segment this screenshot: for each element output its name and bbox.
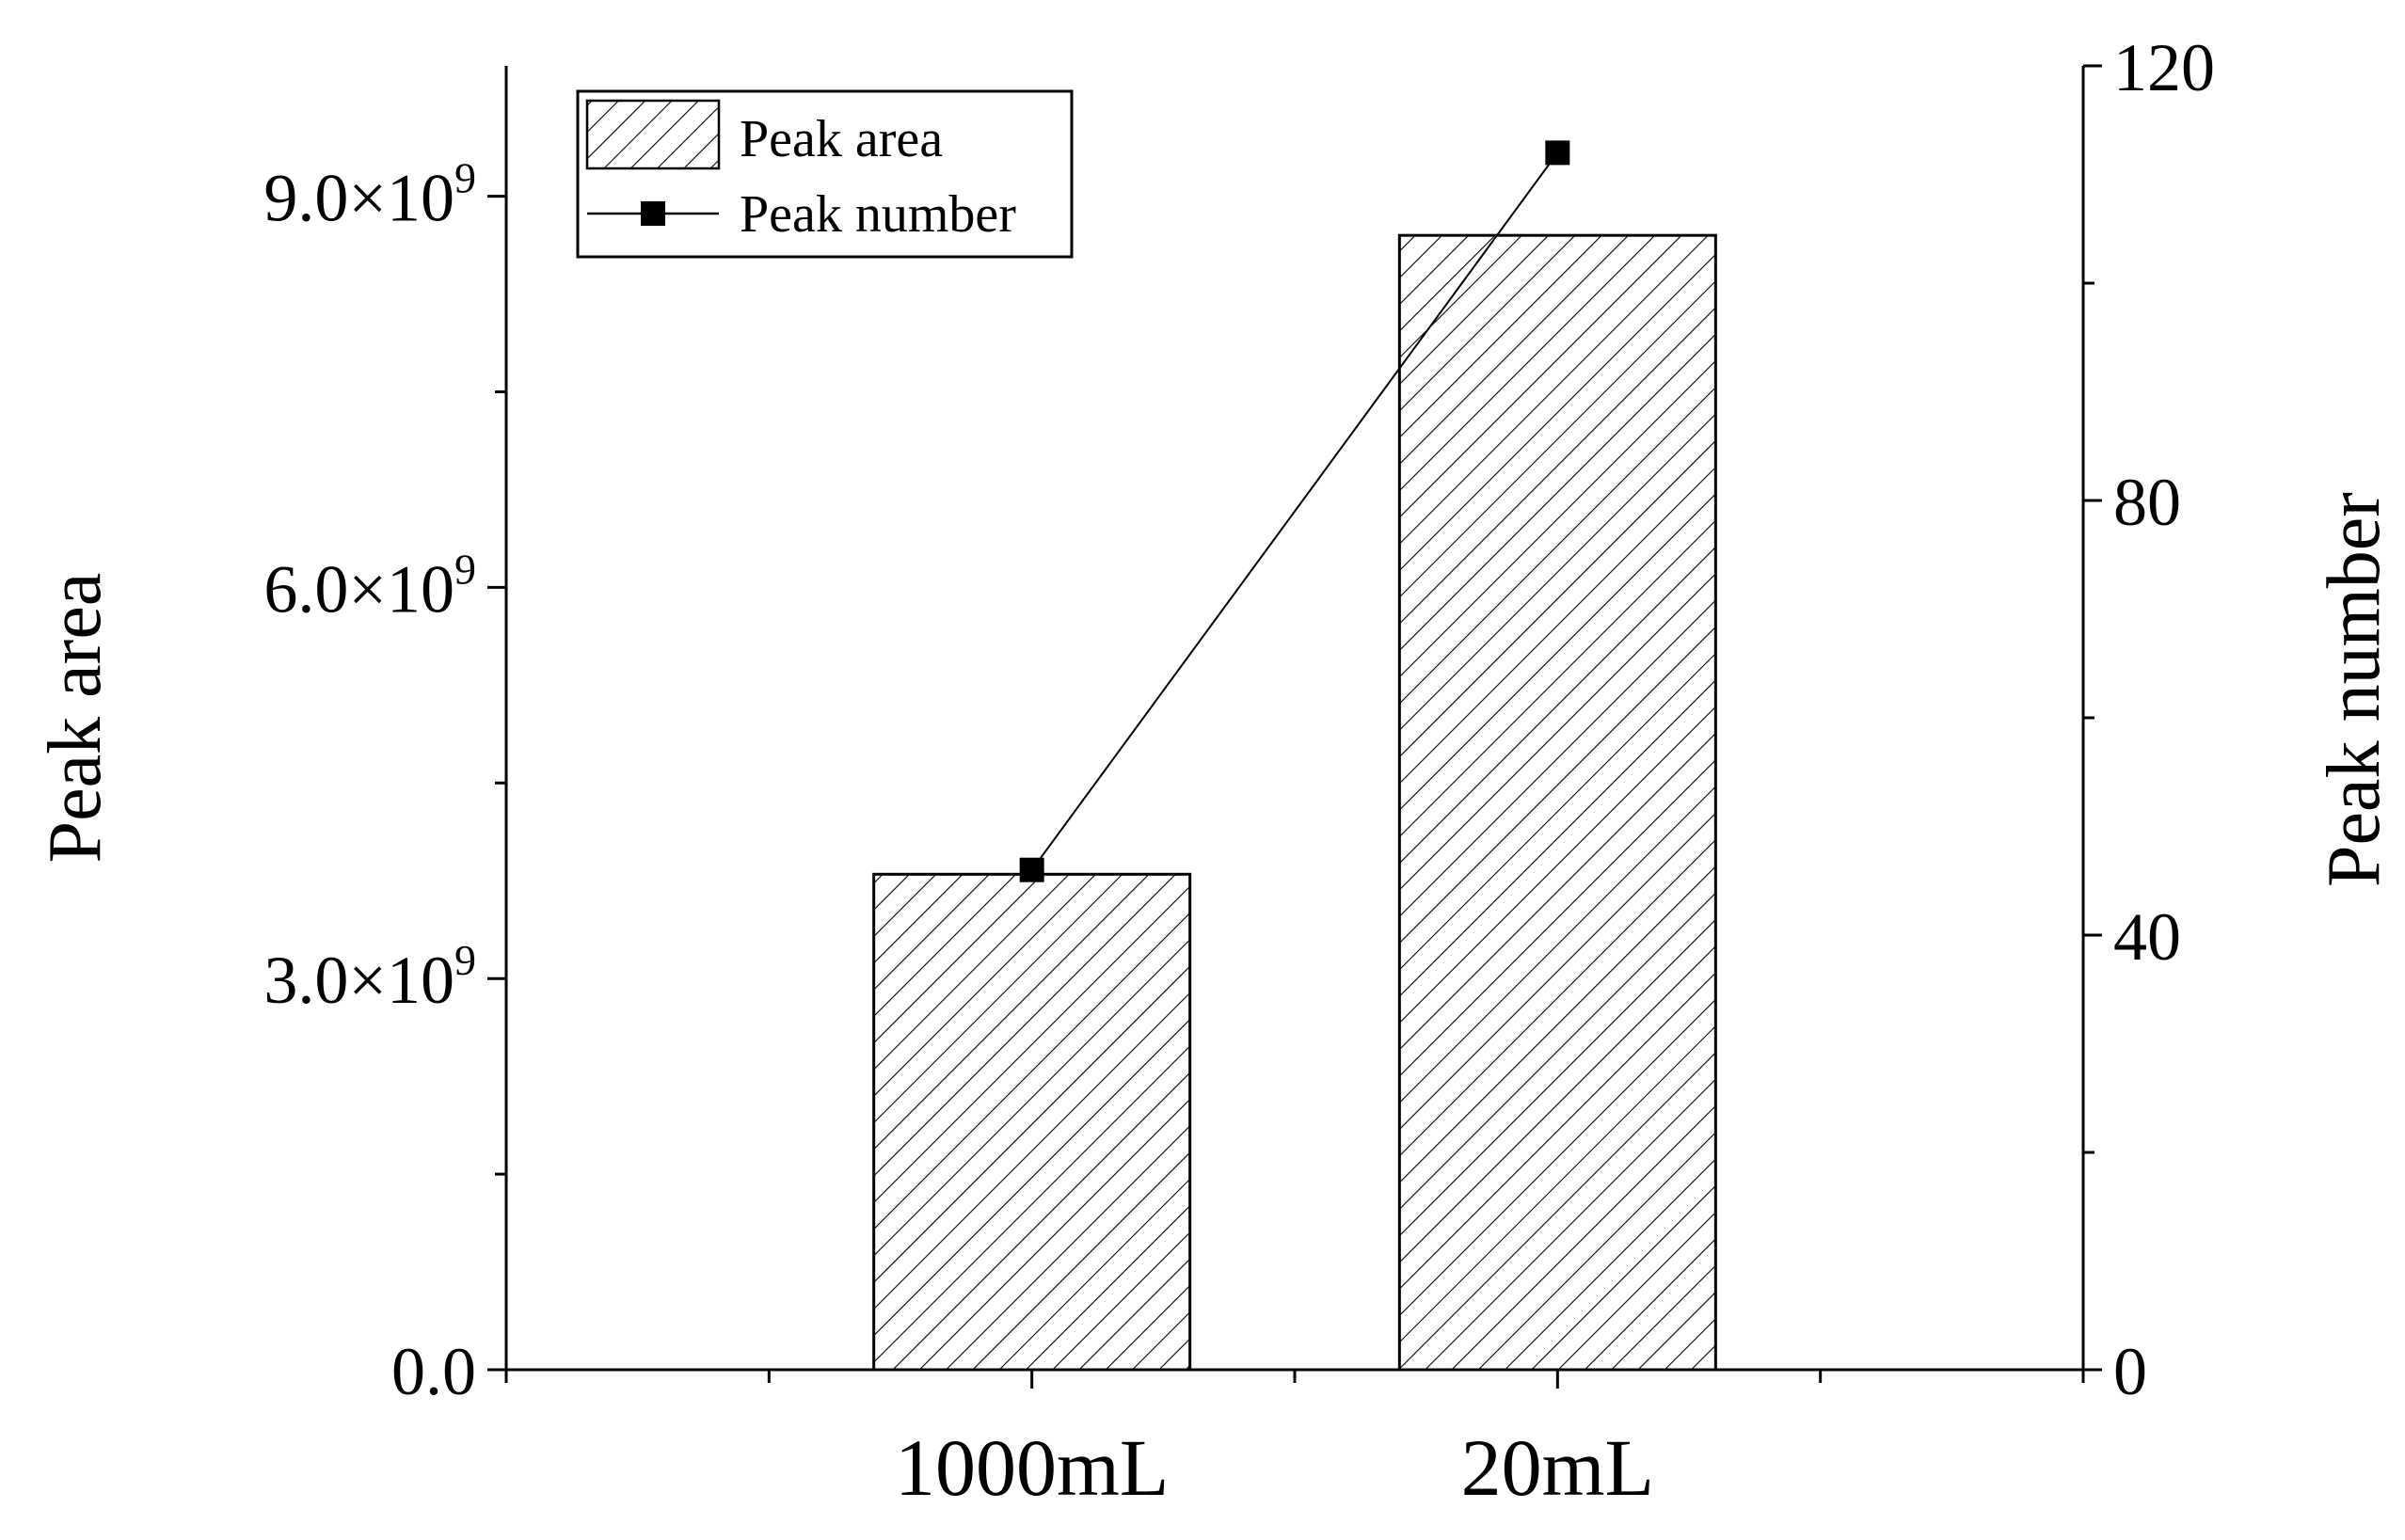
y-tick-label: 0.0: [391, 1334, 476, 1409]
y2-tick-label: 0: [2113, 1334, 2147, 1409]
peak-number-series: [1019, 140, 1570, 882]
y2-tick-label: 120: [2113, 30, 2215, 105]
peak-number-point-20mL: [1545, 140, 1570, 166]
peak-number-line: [1030, 151, 1559, 871]
y2-axis-title: Peak number: [2313, 492, 2396, 887]
y-tick-label: 9.0×109: [263, 154, 476, 236]
peak-number-point-1000mL: [1019, 857, 1044, 882]
x-tick-label-1000mL: 1000mL: [895, 1422, 1169, 1513]
bar-1000mL: [872, 872, 1192, 1372]
legend-swatch-peak-area: [585, 99, 721, 170]
y-axis-title: Peak area: [34, 573, 117, 864]
legend-marker-peak-number: [641, 201, 665, 226]
bars: [872, 233, 1717, 1372]
y2-tick-label: 40: [2113, 899, 2181, 975]
bar-20mL: [1397, 233, 1717, 1372]
x-tick-label-20mL: 20mL: [1461, 1422, 1654, 1513]
y-tick-label: 3.0×109: [263, 936, 476, 1018]
legend: Peak area Peak number: [576, 89, 1074, 259]
axes: 0.0 3.0×109 6.0×109 9.0×109 0 40 80 120 1000mL 20…: [34, 30, 2396, 1513]
y2-tick-label: 80: [2113, 465, 2181, 540]
legend-label-peak-area: Peak area: [740, 110, 943, 168]
y-tick-label: 6.0×109: [263, 545, 476, 627]
legend-label-peak-number: Peak number: [740, 185, 1016, 244]
